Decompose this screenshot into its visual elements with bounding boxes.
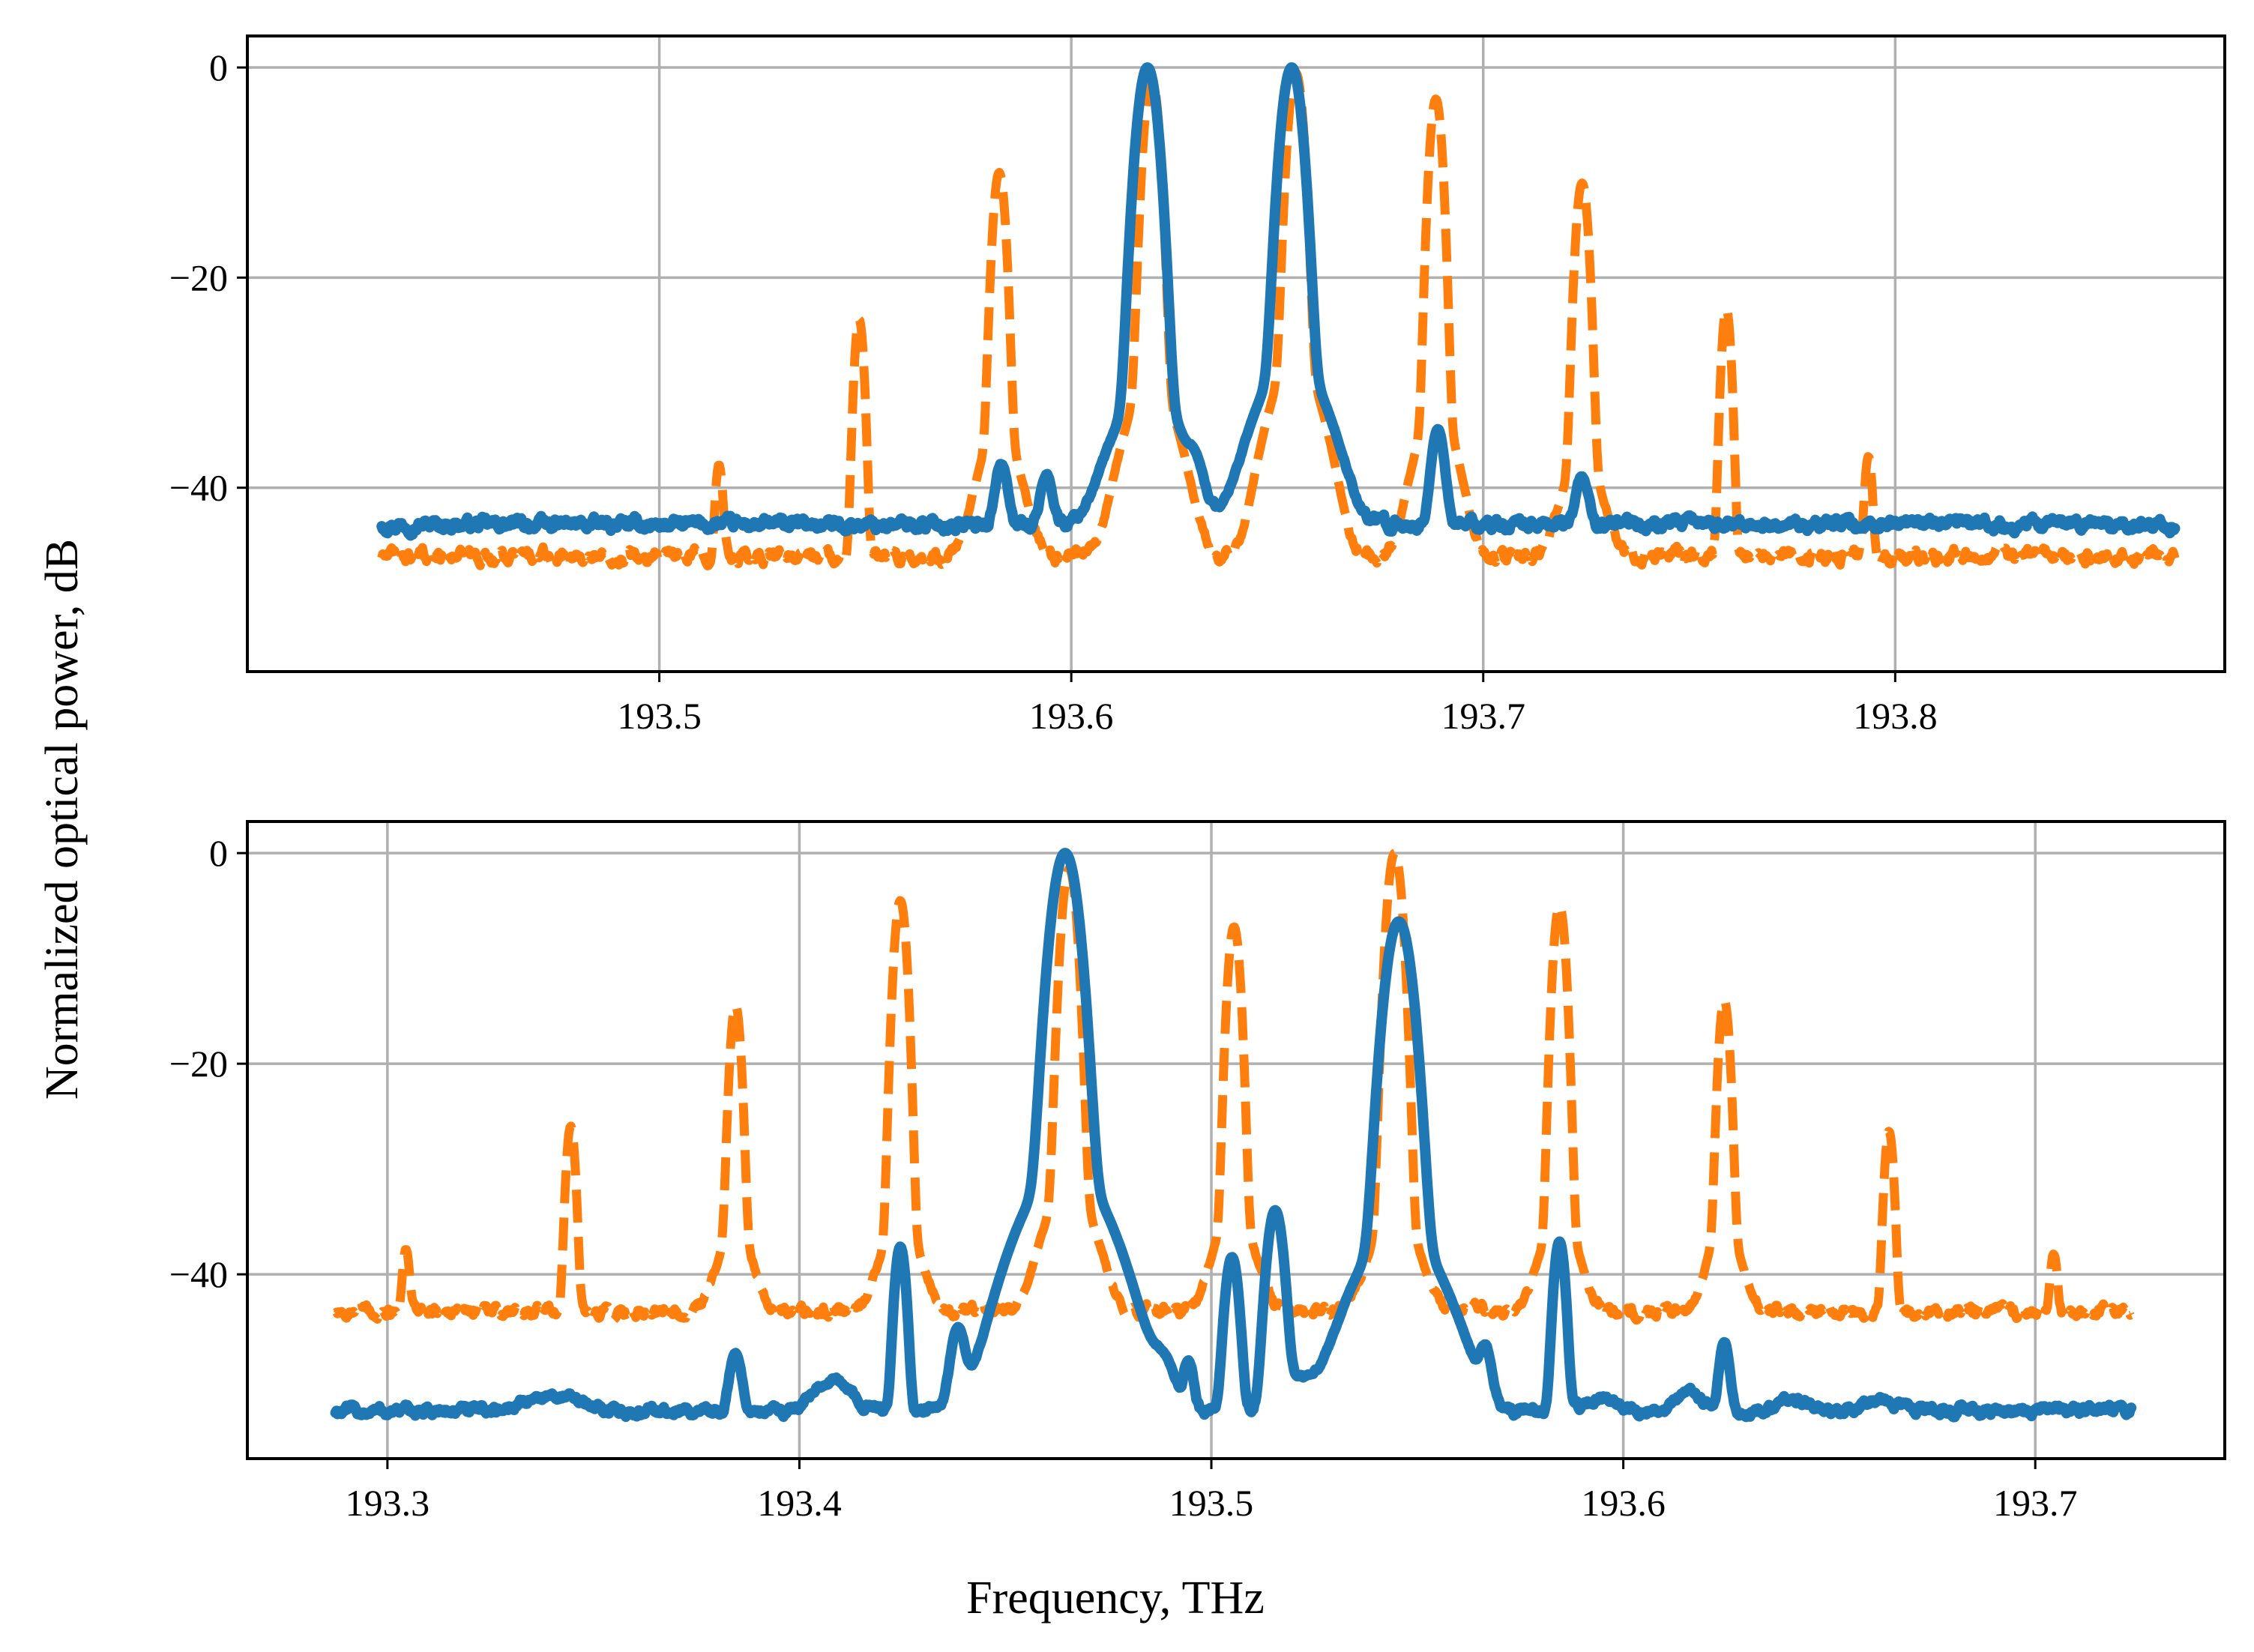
bottom-x-tick-label: 193.5 (1169, 1482, 1254, 1524)
top-x-tick-label: 193.6 (1029, 695, 1114, 737)
bottom-y-tick-label: 0 (209, 832, 228, 874)
bottom-panel-ticks: 193.3 193.4 193.5 193.6 193.7 0 −20 −40 (169, 832, 2078, 1524)
bottom-panel: 193.3 193.4 193.5 193.6 193.7 0 −20 −40 (169, 820, 2226, 1524)
y-axis-label: Normalized optical power, dB (37, 539, 88, 1100)
top-y-tick-label: 0 (209, 46, 228, 88)
bottom-series-solid-line (330, 848, 2137, 1423)
top-panel-ticks: 193.5 193.6 193.7 193.8 0 −20 −40 (169, 46, 1938, 737)
top-panel-grid (247, 36, 2225, 672)
top-series-solid-line (376, 62, 2181, 541)
bottom-y-tick-label: −20 (169, 1043, 228, 1085)
top-panel: 193.5 193.6 193.7 193.8 0 −20 −40 (169, 34, 2226, 737)
top-x-tick-label: 193.5 (617, 695, 702, 737)
bottom-y-tick-label: −40 (169, 1253, 228, 1295)
top-panel-frame (246, 34, 2226, 673)
bottom-x-tick-label: 193.7 (1993, 1482, 2078, 1524)
top-x-tick-label: 193.7 (1441, 695, 1526, 737)
top-x-tick-label: 193.8 (1853, 695, 1938, 737)
top-y-tick-label: −40 (169, 467, 228, 509)
x-axis-label: Frequency, THz (966, 1573, 1265, 1624)
bottom-panel-series (330, 848, 2137, 1423)
bottom-x-tick-label: 193.6 (1581, 1482, 1666, 1524)
bottom-x-tick-label: 193.4 (757, 1482, 842, 1524)
top-series-dashed-line (377, 68, 2180, 570)
bottom-series-dashed-line (331, 848, 2135, 1325)
top-y-tick-label: −20 (169, 256, 228, 298)
top-panel-series (376, 62, 2181, 570)
bottom-panel-frame (246, 820, 2226, 1460)
bottom-x-tick-label: 193.3 (346, 1482, 430, 1524)
